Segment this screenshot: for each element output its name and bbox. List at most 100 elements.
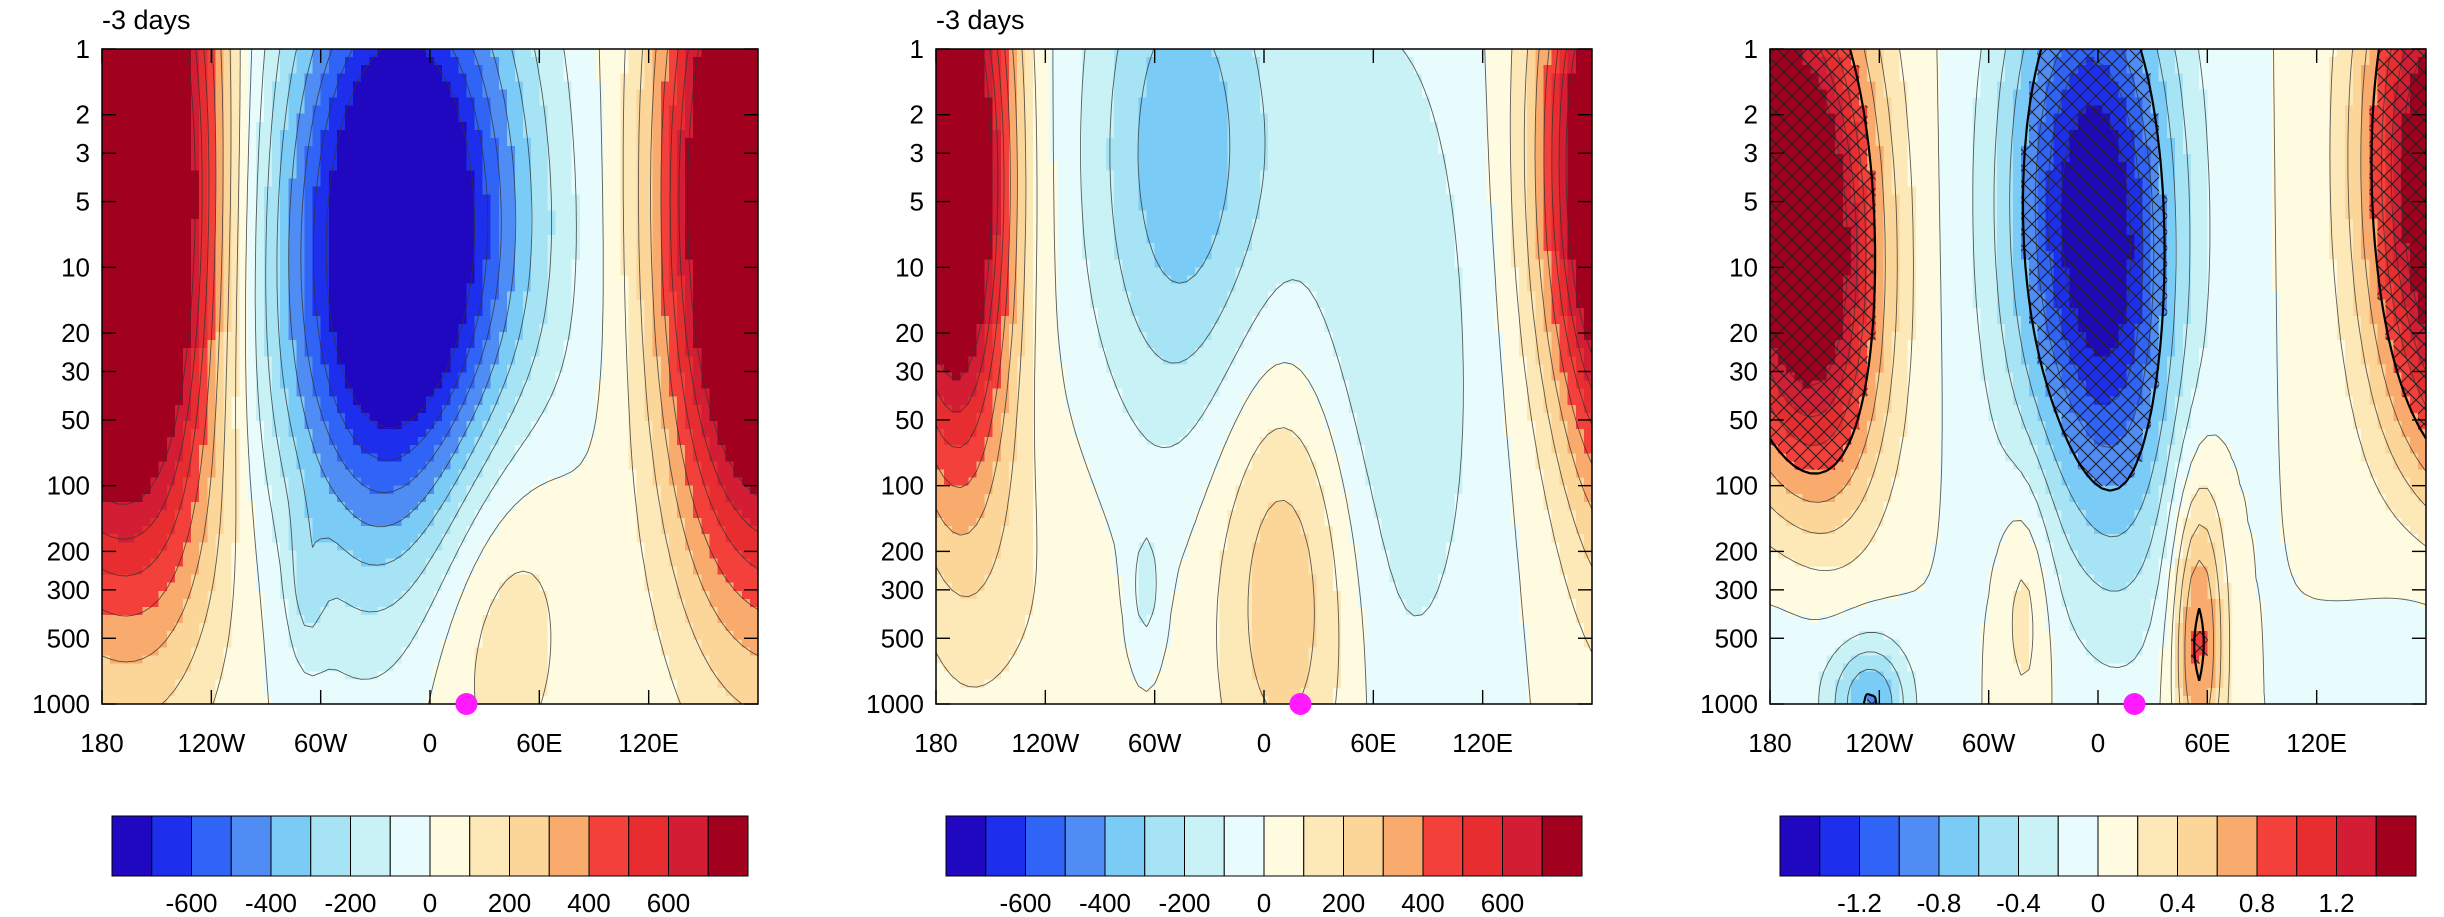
panel-title: -3 days [102, 5, 191, 35]
colorbar-tick-label: -0.8 [1917, 888, 1962, 917]
colorbar-swatch [1223, 815, 1265, 877]
y-tick-label: 10 [1729, 252, 1758, 282]
x-tick-label: 60W [1962, 728, 2016, 758]
colorbar-swatch [1978, 815, 2019, 877]
y-tick-label: 5 [910, 187, 924, 217]
x-tick-label: 60E [516, 728, 562, 758]
colorbar-swatch [588, 815, 630, 877]
colorbar-swatch [2296, 815, 2337, 877]
y-tick-label: 10 [895, 252, 924, 282]
panel-3: 1 2 3 5 10 20 30 50 100 200 300 500 1000 180 120W 60W 0 6… [1700, 34, 2427, 758]
colorbar-swatch [1938, 815, 1980, 877]
colorbar-swatch [2216, 815, 2258, 877]
x-tick-label: 120W [177, 728, 245, 758]
colorbar-swatch [945, 815, 987, 877]
y-tick-label: 1000 [1700, 689, 1758, 719]
colorbar-tick-label: -200 [324, 888, 376, 917]
colorbar-swatch [2256, 815, 2298, 877]
y-tick-label: 300 [881, 575, 924, 605]
y-tick-label: 500 [1715, 623, 1758, 653]
colorbar-swatch [1541, 815, 1583, 877]
y-tick-label: 3 [1744, 138, 1758, 168]
x-tick-label: 60E [2184, 728, 2230, 758]
x-tick-label: 60W [294, 728, 348, 758]
colorbar-tick-label: 0 [1257, 888, 1271, 917]
x-tick-label: 120E [618, 728, 679, 758]
colorbar-swatch [230, 815, 272, 877]
y-tick-label: 1000 [32, 689, 90, 719]
y-tick-label: 1 [1744, 34, 1758, 64]
colorbar-tick-label: 0.8 [2239, 888, 2275, 917]
location-marker [2123, 693, 2146, 715]
colorbar-swatch [1382, 815, 1424, 877]
panel-1: -3 days 1 2 3 5 10 20 30 50 100 200 300 500 1000 180 12… [32, 5, 759, 758]
y-tick-label: 100 [1715, 471, 1758, 501]
colorbar-tick-label: 400 [567, 888, 610, 917]
y-tick-label: 300 [1715, 575, 1758, 605]
x-tick-label: 120W [1011, 728, 1079, 758]
colorbar-swatch [111, 815, 153, 877]
colorbar-swatch [191, 815, 232, 877]
y-tick-label: 30 [895, 357, 924, 387]
colorbar-swatch [1502, 815, 1543, 877]
colorbar-tick-label: 1.2 [2318, 888, 2354, 917]
y-tick-label: 30 [1729, 357, 1758, 387]
x-tick-label: 60W [1128, 728, 1182, 758]
colorbar-swatch [1859, 815, 1900, 877]
x-tick-label: 180 [1748, 728, 1791, 758]
colorbar-swatch [2375, 815, 2417, 877]
colorbar-tick-label: 0.4 [2159, 888, 2195, 917]
colorbar-swatch [429, 815, 471, 877]
location-marker [455, 693, 478, 715]
colorbar-swatch [509, 815, 550, 877]
x-tick-label: 0 [423, 728, 437, 758]
y-tick-label: 3 [910, 138, 924, 168]
x-tick-label: 120E [1452, 728, 1513, 758]
colorbar-swatch [350, 815, 391, 877]
colorbar-swatch [1303, 815, 1344, 877]
colorbar-swatch [628, 815, 669, 877]
colorbar-tick-label: 0 [423, 888, 437, 917]
x-tick-label: 120E [2286, 728, 2347, 758]
y-tick-label: 2 [76, 100, 90, 130]
y-tick-label: 1000 [866, 689, 924, 719]
y-tick-label: 200 [881, 536, 924, 566]
colorbar-swatch [2057, 815, 2099, 877]
y-tick-label: 5 [1744, 187, 1758, 217]
colorbar-swatch [2177, 815, 2218, 877]
y-tick-label: 500 [47, 623, 90, 653]
y-tick-label: 100 [47, 471, 90, 501]
y-tick-label: 50 [895, 405, 924, 435]
colorbar-swatch [151, 815, 192, 877]
colorbar-tick-label: -400 [1079, 888, 1131, 917]
location-marker [1289, 693, 1312, 715]
y-tick-label: 50 [61, 405, 90, 435]
y-tick-label: 50 [1729, 405, 1758, 435]
panel-title: -3 days [936, 5, 1025, 35]
y-tick-label: 2 [1744, 100, 1758, 130]
colorbar: -600 -400 -200 0 200 400 600 [111, 815, 749, 917]
x-tick-label: 60E [1350, 728, 1396, 758]
colorbar-swatch [707, 815, 749, 877]
colorbar-swatch [1343, 815, 1384, 877]
colorbar-swatch [1144, 815, 1185, 877]
colorbar-swatch [2018, 815, 2059, 877]
colorbar-tick-label: 600 [1481, 888, 1524, 917]
colorbar-swatch [469, 815, 510, 877]
x-tick-label: 0 [2091, 728, 2105, 758]
colorbar-swatch [2336, 815, 2377, 877]
colorbar-tick-label: 0 [2091, 888, 2105, 917]
y-tick-label: 10 [61, 252, 90, 282]
panel-2: -3 days 1 2 3 5 10 20 30 50 100 200 300 500 1000 180 12… [866, 5, 1593, 758]
colorbar-tick-label: 200 [1322, 888, 1365, 917]
y-tick-label: 500 [881, 623, 924, 653]
colorbar-tick-label: 400 [1401, 888, 1444, 917]
colorbar-swatch [2137, 815, 2178, 877]
colorbar-tick-label: 600 [647, 888, 690, 917]
colorbar-swatch [2097, 815, 2139, 877]
y-tick-label: 100 [881, 471, 924, 501]
colorbar-swatch [1064, 815, 1106, 877]
colorbar-tick-label: -200 [1158, 888, 1210, 917]
y-tick-label: 20 [61, 318, 90, 348]
